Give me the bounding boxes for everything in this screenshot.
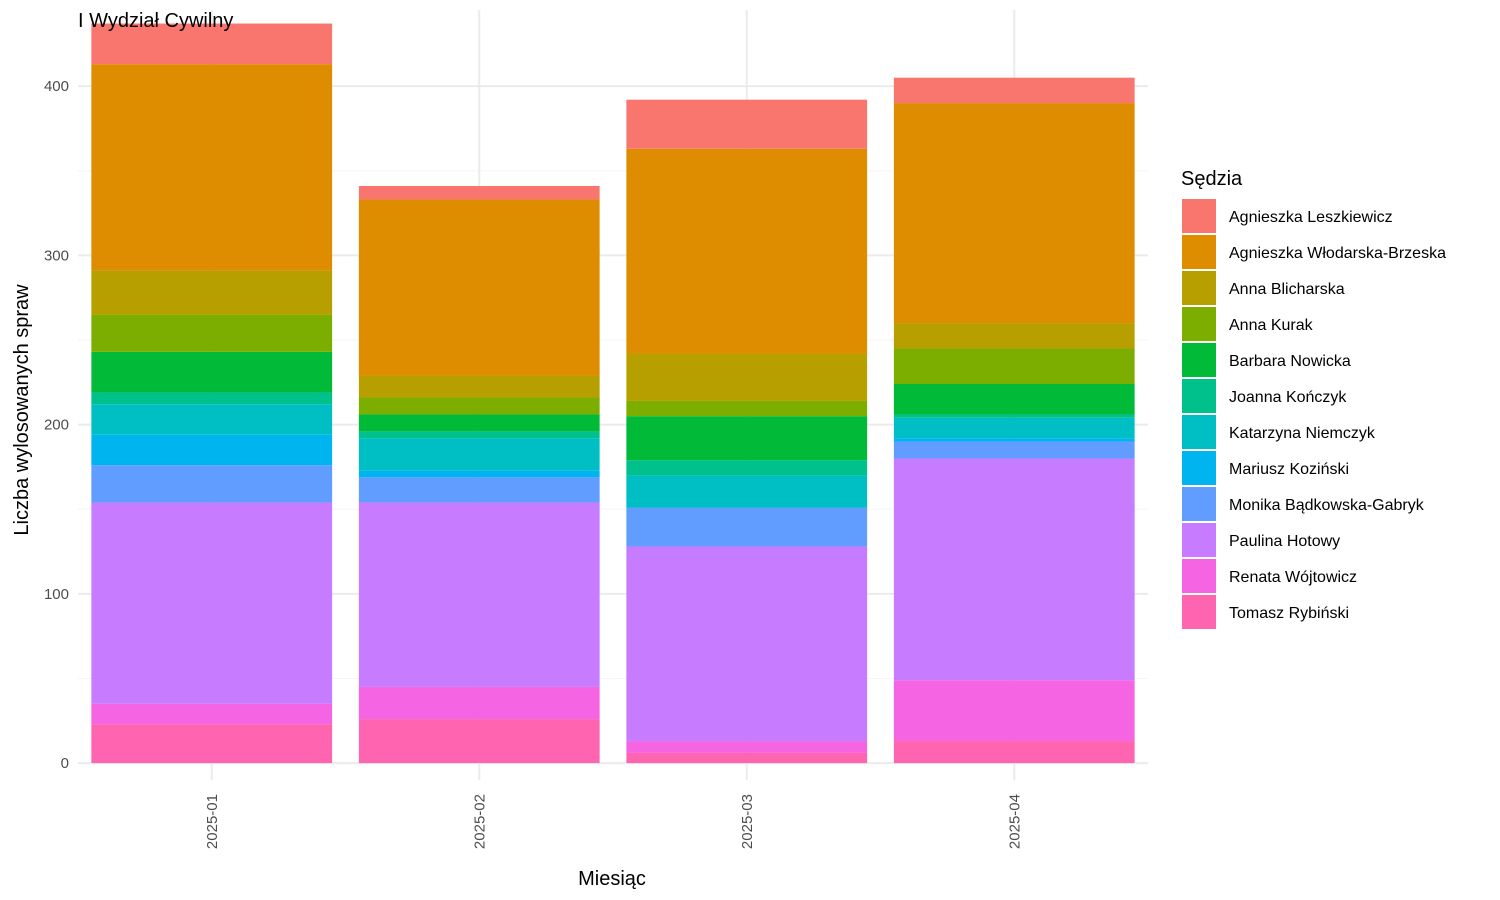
bar-segment <box>893 438 1135 442</box>
bar-segment <box>91 351 333 393</box>
bar-segment <box>358 470 600 478</box>
bar-segment <box>358 199 600 376</box>
legend-swatch <box>1182 379 1216 413</box>
bar-segment <box>91 23 333 65</box>
legend-swatch <box>1182 487 1216 521</box>
bar-segment <box>358 375 600 398</box>
bar-segment <box>358 397 600 415</box>
y-axis-ticks: 0 100 200 300 400 <box>44 78 69 772</box>
bar-segment <box>893 741 1135 764</box>
bar-segment <box>358 414 600 432</box>
bar-segment <box>626 99 868 149</box>
y-tick-label: 0 <box>61 755 69 772</box>
bar-segment <box>91 502 333 704</box>
x-tick-label: 2025-04 <box>1006 794 1023 849</box>
chart-title: I Wydział Cywilny <box>78 10 233 32</box>
legend-label: Agnieszka Leszkiewicz <box>1229 209 1393 226</box>
legend-label: Joanna Kończyk <box>1229 389 1347 406</box>
bar-segment <box>91 434 333 466</box>
bar-segment <box>358 686 600 720</box>
legend-swatch <box>1182 343 1216 377</box>
legend-label: Katarzyna Niemczyk <box>1229 425 1376 442</box>
bar-segment <box>91 404 333 435</box>
bar-segment <box>358 431 600 439</box>
bar-segment <box>91 724 333 764</box>
bar-segment <box>626 416 868 461</box>
bar-segment <box>358 502 600 687</box>
bar-segment <box>91 392 333 405</box>
bar-segment <box>358 186 600 200</box>
bar-segment <box>91 465 333 503</box>
bar-segment <box>893 348 1135 384</box>
legend-title: Sędzia <box>1181 168 1243 190</box>
bar-segment <box>358 477 600 503</box>
bar-segment <box>626 752 868 764</box>
x-axis-title: Miesiąc <box>578 868 646 890</box>
legend-label: Mariusz Koziński <box>1229 461 1349 478</box>
legend-label: Anna Blicharska <box>1229 281 1345 298</box>
legend-label: Tomasz Rybiński <box>1229 605 1349 622</box>
legend-swatch <box>1182 415 1216 449</box>
legend-swatch <box>1182 307 1216 341</box>
bar-segment <box>358 719 600 764</box>
x-axis-ticks: 2025-01 2025-02 2025-03 2025-04 <box>204 794 1024 849</box>
bar-segment <box>626 148 868 354</box>
legend-swatch <box>1182 523 1216 557</box>
legend-label: Barbara Nowicka <box>1229 353 1351 370</box>
bar-segment <box>91 314 333 352</box>
bar-segment <box>626 353 868 401</box>
legend-items: Agnieszka Leszkiewicz Agnieszka Włodarska… <box>1182 199 1446 629</box>
bar-segment <box>91 270 333 315</box>
bar-segment <box>626 475 868 508</box>
bar-segment <box>893 680 1135 742</box>
legend-swatch <box>1182 451 1216 485</box>
x-tick-label: 2025-03 <box>739 794 756 849</box>
legend-swatch <box>1182 199 1216 233</box>
bar-segment <box>893 77 1135 104</box>
x-tick-label: 2025-02 <box>471 794 488 849</box>
legend-label: Agnieszka Włodarska-Brzeska <box>1229 245 1446 262</box>
y-tick-label: 300 <box>44 247 69 264</box>
legend-swatch <box>1182 235 1216 269</box>
bar-segment <box>893 323 1135 349</box>
bar-segment <box>91 64 333 271</box>
bar-segment <box>893 103 1135 324</box>
bar-segment <box>626 400 868 417</box>
legend-label: Monika Bądkowska-Gabryk <box>1229 497 1425 514</box>
bar-segment <box>626 546 868 742</box>
bars <box>91 23 1135 764</box>
y-tick-label: 400 <box>44 78 69 95</box>
legend: Sędzia Agnieszka Leszkiewicz Agnieszka Wł… <box>1181 168 1446 629</box>
x-tick-label: 2025-01 <box>204 794 221 849</box>
legend-swatch <box>1182 559 1216 593</box>
bar-segment <box>893 414 1135 418</box>
bar-segment <box>626 460 868 476</box>
bar-segment <box>893 417 1135 439</box>
bar-segment <box>893 458 1135 681</box>
bar-segment <box>893 384 1135 415</box>
legend-label: Paulina Hotowy <box>1229 533 1340 550</box>
y-tick-label: 100 <box>44 586 69 603</box>
bar-segment <box>626 741 868 753</box>
legend-swatch <box>1182 271 1216 305</box>
legend-label: Anna Kurak <box>1229 317 1314 334</box>
y-axis-title: Liczba wylosowanych spraw <box>11 284 33 536</box>
bar-segment <box>358 438 600 471</box>
bar-segment <box>626 507 868 547</box>
legend-label: Renata Wójtowicz <box>1229 569 1357 586</box>
bar-segment <box>91 703 333 725</box>
legend-swatch <box>1182 595 1216 629</box>
y-tick-label: 200 <box>44 417 69 434</box>
bar-segment <box>893 441 1135 459</box>
